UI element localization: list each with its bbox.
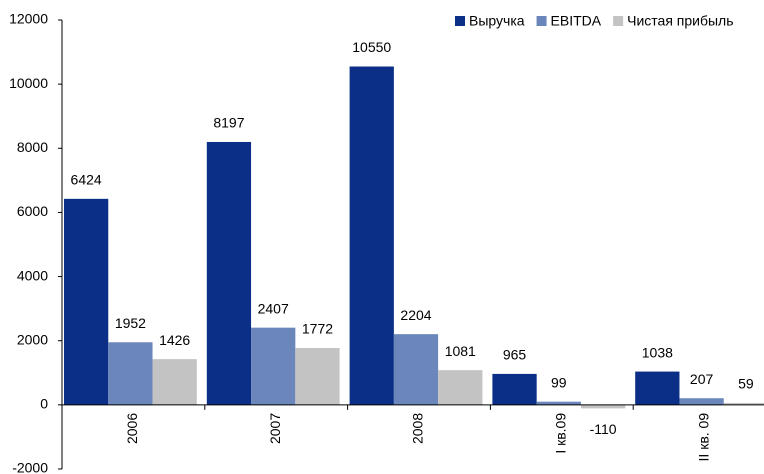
bar [679,398,724,405]
value-label: 1772 [302,321,333,337]
bar [64,198,109,405]
bar [295,348,340,405]
x-tick-label: 2008 [410,413,426,444]
value-label: 965 [503,347,527,363]
y-tick-label: 0 [40,396,48,412]
bar [108,342,153,405]
x-tick-label: 2006 [124,413,140,444]
bar [635,371,680,405]
bar [349,66,394,405]
x-tick-label: I кв.09 [553,413,569,454]
value-label: 6424 [71,172,102,188]
legend-label: EBITDA [551,13,602,29]
y-tick-label: 12000 [9,11,48,27]
legend-label: Чистая прибыль [627,13,733,29]
bar [492,373,537,405]
value-label: 8197 [213,115,244,131]
y-tick-label: -2000 [12,460,48,474]
value-label: 1952 [115,315,146,331]
legend-swatch [455,16,465,26]
bar [536,401,581,405]
value-label: 1081 [445,343,476,359]
value-label: 207 [690,371,714,387]
y-tick-label: 8000 [17,139,48,155]
y-tick-label: 2000 [17,331,48,347]
bar [723,402,764,405]
bar [580,404,626,409]
bar [438,370,483,405]
bar [393,334,439,405]
bar [152,359,197,405]
value-label: -110 [590,421,617,437]
bar [206,141,252,405]
legend-swatch [613,16,624,26]
value-label: 99 [551,374,567,390]
y-tick-label: 6000 [17,203,48,219]
x-tick-label: 2007 [267,413,283,444]
y-tick-label: 4000 [17,267,48,283]
value-label: 10550 [352,39,391,55]
value-label: 2407 [258,300,289,316]
bar [251,327,296,405]
x-tick-label: II кв. 09 [695,413,711,462]
y-tick-label: 10000 [9,75,48,91]
value-label: 1038 [642,344,673,360]
legend-label: Выручка [469,13,525,29]
value-label: 1426 [159,332,190,348]
value-label: 59 [738,376,754,392]
value-label: 2204 [400,307,431,323]
legend-swatch [536,16,547,26]
